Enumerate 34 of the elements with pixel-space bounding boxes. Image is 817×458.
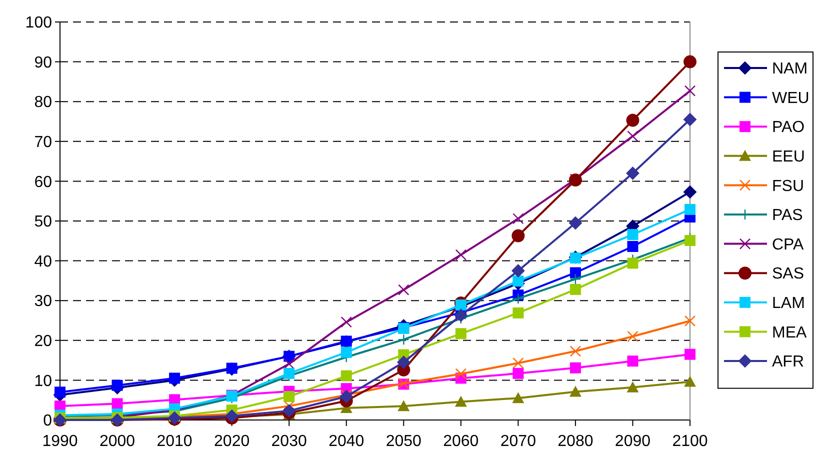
y-tick-label: 40	[34, 253, 52, 270]
x-tick-label: 2010	[156, 433, 192, 450]
x-tick-label: 2060	[443, 433, 479, 450]
x-tick-label: 2000	[99, 433, 136, 450]
x-tick-label: 1990	[42, 433, 78, 450]
x-tick-label: 2020	[214, 433, 250, 450]
y-tick-label: 0	[43, 412, 52, 430]
y-tick-label: 70	[34, 134, 52, 151]
x-tick-label: 2100	[672, 433, 708, 450]
legend-label: AFR	[772, 354, 804, 371]
x-tick-label: 2080	[558, 433, 594, 450]
legend-label: MEA	[772, 324, 807, 342]
legend-label: PAO	[772, 119, 805, 136]
x-tick-label: 2050	[386, 433, 422, 450]
legend-label: PAS	[772, 207, 803, 224]
legend-label: FSU	[772, 178, 804, 195]
y-tick-label: 100	[25, 14, 52, 32]
legend-label: SAS	[772, 266, 804, 283]
legend-label: NAM	[772, 60, 808, 78]
y-tick-label: 30	[34, 293, 52, 310]
x-tick-label: 2030	[271, 433, 307, 450]
legend-label: CPA	[772, 236, 804, 254]
y-tick-label: 20	[34, 333, 52, 350]
x-tick-label: 2040	[328, 433, 364, 450]
y-tick-label: 90	[34, 54, 52, 72]
y-tick-label: 80	[34, 94, 52, 112]
y-tick-label: 60	[34, 174, 52, 191]
legend-label: WEU	[772, 90, 810, 107]
legend-label: EEU	[772, 148, 805, 166]
x-tick-label: 2070	[500, 433, 536, 450]
x-tick-label: 2090	[614, 433, 651, 450]
legend-label: LAM	[772, 295, 805, 312]
y-tick-label: 10	[34, 372, 52, 390]
y-tick-label: 50	[34, 214, 52, 231]
